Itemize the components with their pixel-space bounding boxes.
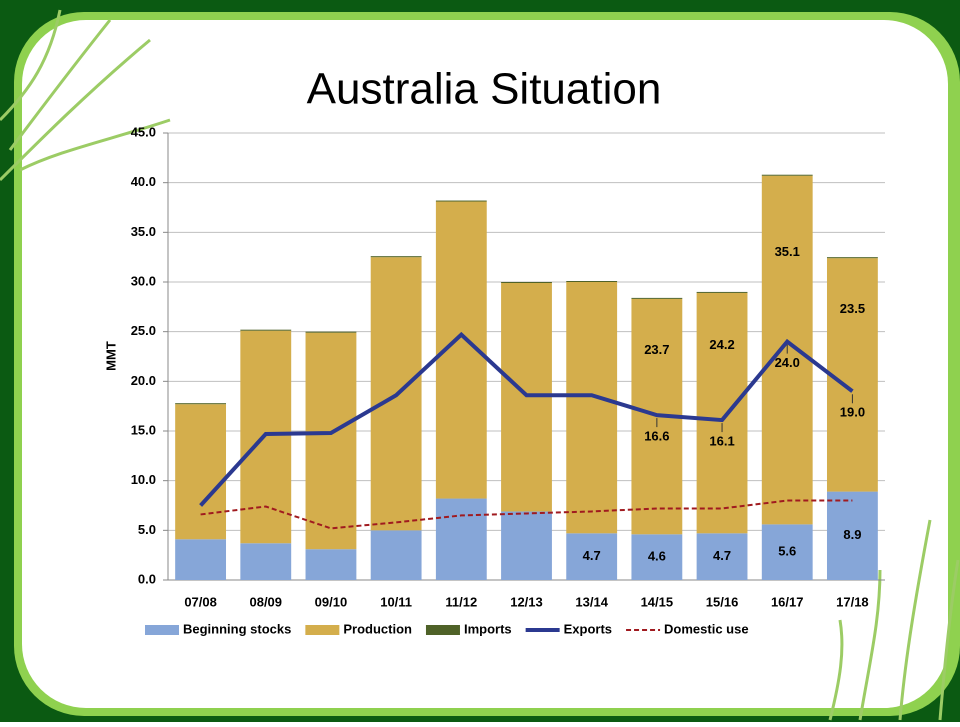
y-tick-label: 40.0 (131, 174, 156, 189)
data-label: 24.2 (709, 337, 734, 352)
legend-swatch (305, 625, 339, 635)
data-label: 35.1 (775, 244, 800, 259)
legend-label: Exports (564, 621, 612, 636)
y-tick-label: 5.0 (138, 522, 156, 537)
x-tick-label: 08/09 (249, 594, 282, 609)
legend-label: Domestic use (664, 621, 749, 636)
data-label: 5.6 (778, 544, 796, 559)
data-label: 16.6 (644, 429, 669, 444)
x-tick-label: 09/10 (315, 594, 348, 609)
bar-segment (175, 404, 226, 539)
y-tick-label: 20.0 (131, 373, 156, 388)
x-tick-label: 12/13 (510, 594, 543, 609)
bar-segment (436, 499, 487, 580)
y-tick-label: 35.0 (131, 224, 156, 239)
y-tick-label: 30.0 (131, 273, 156, 288)
chart-title: Australia Situation (307, 65, 662, 114)
data-label: 19.0 (840, 405, 865, 420)
bar-segment (306, 333, 357, 550)
page: Australia Situation MMT 0.0 5.0 10.0 15.0 20… (0, 0, 960, 722)
y-tick-label: 0.0 (138, 571, 156, 586)
x-tick-label: 07/08 (184, 594, 217, 609)
data-label: 8.9 (843, 527, 861, 542)
y-tick-label: 45.0 (131, 124, 156, 139)
x-tick-label: 15/16 (706, 594, 739, 609)
legend-swatch (145, 625, 179, 635)
x-tick-label: 14/15 (641, 594, 674, 609)
bar-segment (697, 292, 748, 293)
legend-swatch (426, 625, 460, 635)
legend-label: Production (343, 621, 412, 636)
bar-segment (175, 403, 226, 404)
bar-segment (371, 256, 422, 257)
data-label: 23.7 (644, 342, 669, 357)
data-label: 24.0 (775, 355, 800, 370)
bar-segment (827, 258, 878, 491)
y-tick-label: 25.0 (131, 323, 156, 338)
bar-segment (240, 331, 291, 544)
data-label: 23.5 (840, 301, 865, 316)
x-tick-label: 10/11 (380, 594, 412, 609)
bar-segment (827, 257, 878, 258)
data-label: 4.7 (583, 548, 601, 563)
bar-segment (566, 282, 617, 533)
x-tick-label: 17/18 (836, 594, 869, 609)
bar-segment (306, 549, 357, 580)
bar-segment (501, 282, 552, 283)
legend-label: Imports (464, 621, 512, 636)
bar-segment (371, 530, 422, 580)
y-tick-label: 10.0 (131, 472, 156, 487)
y-tick-label: 15.0 (131, 422, 156, 437)
bar-segment (631, 298, 682, 299)
data-label: 4.6 (648, 549, 666, 564)
legend-label: Beginning stocks (183, 621, 291, 636)
bar-segment (306, 332, 357, 333)
bar-segment (762, 175, 813, 176)
y-axis-label: MMT (103, 341, 118, 371)
data-label: 16.1 (709, 434, 734, 449)
x-tick-label: 13/14 (575, 594, 608, 609)
bar-segment (566, 281, 617, 282)
bar-segment (240, 330, 291, 331)
x-tick-label: 11/12 (445, 594, 477, 609)
bar-segment (697, 293, 748, 533)
bar-segment (240, 543, 291, 580)
chart: Australia Situation MMT 0.0 5.0 10.0 15.0 20… (0, 0, 960, 722)
bar-segment (175, 539, 226, 580)
bar-segment (501, 511, 552, 580)
bar-segment (436, 201, 487, 202)
data-label: 4.7 (713, 548, 731, 563)
x-tick-label: 16/17 (771, 594, 804, 609)
